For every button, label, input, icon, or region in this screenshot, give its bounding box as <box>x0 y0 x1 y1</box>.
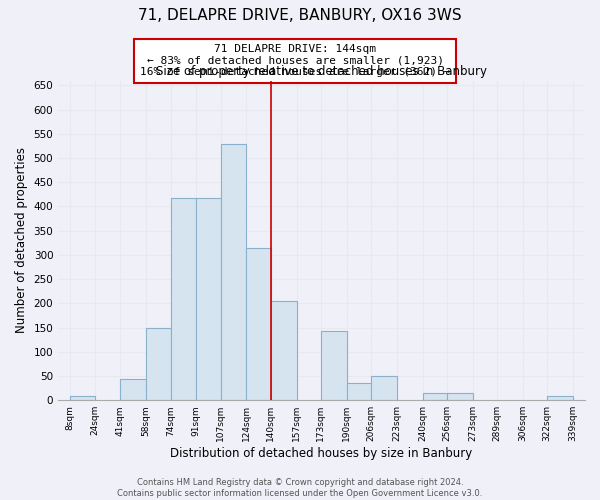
Bar <box>321 331 347 400</box>
Bar <box>447 394 473 400</box>
Bar <box>247 248 271 400</box>
Bar <box>547 396 573 400</box>
Bar <box>347 384 371 400</box>
Bar <box>196 198 221 400</box>
Y-axis label: Number of detached properties: Number of detached properties <box>15 148 28 334</box>
Title: Size of property relative to detached houses in Banbury: Size of property relative to detached ho… <box>156 65 487 78</box>
Bar <box>371 376 397 400</box>
Bar <box>121 379 146 400</box>
Text: 71, DELAPRE DRIVE, BANBURY, OX16 3WS: 71, DELAPRE DRIVE, BANBURY, OX16 3WS <box>138 8 462 22</box>
Bar <box>70 396 95 400</box>
Bar <box>271 301 296 400</box>
Bar <box>170 198 196 400</box>
Bar <box>221 144 247 400</box>
Text: Contains HM Land Registry data © Crown copyright and database right 2024.
Contai: Contains HM Land Registry data © Crown c… <box>118 478 482 498</box>
X-axis label: Distribution of detached houses by size in Banbury: Distribution of detached houses by size … <box>170 447 473 460</box>
Bar <box>146 328 170 400</box>
Bar <box>422 394 447 400</box>
Text: 71 DELAPRE DRIVE: 144sqm
← 83% of detached houses are smaller (1,923)
16% of sem: 71 DELAPRE DRIVE: 144sqm ← 83% of detach… <box>140 44 451 78</box>
